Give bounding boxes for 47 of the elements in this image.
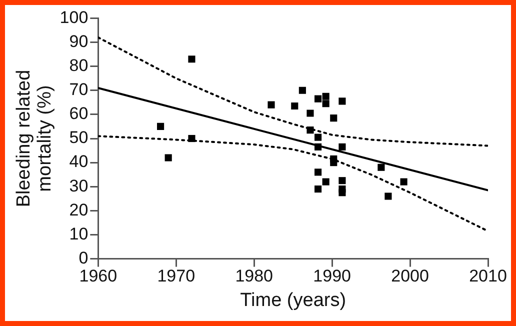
x-tick-label: 1980 xyxy=(235,266,274,286)
y-tick-label: 40 xyxy=(69,152,88,172)
point xyxy=(314,95,322,102)
y-axis-title: Bleeding related mortality (%) xyxy=(14,70,56,208)
y-tick-label: 60 xyxy=(69,104,88,124)
point xyxy=(157,122,164,130)
y-tick-label: 30 xyxy=(69,176,88,196)
point xyxy=(322,92,330,100)
point xyxy=(338,98,346,105)
x-tick-label: 1990 xyxy=(313,266,351,286)
point xyxy=(314,143,322,150)
point xyxy=(322,100,330,108)
point xyxy=(314,134,322,141)
y-tick-label: 0 xyxy=(78,248,88,268)
y-tick-label: 90 xyxy=(69,32,88,51)
point xyxy=(322,178,330,186)
line-series xyxy=(98,36,488,147)
point xyxy=(164,154,172,162)
line-series xyxy=(98,135,488,232)
point xyxy=(338,177,346,184)
point xyxy=(400,178,408,186)
y-tick-label: 10 xyxy=(69,224,88,244)
point xyxy=(188,56,196,63)
point xyxy=(306,126,314,134)
point xyxy=(338,143,346,150)
point xyxy=(314,185,322,193)
x-tick-label: 1960 xyxy=(79,266,118,286)
point xyxy=(338,189,346,196)
point xyxy=(330,159,338,166)
point xyxy=(298,86,306,94)
point xyxy=(378,164,385,171)
point xyxy=(384,192,392,200)
point xyxy=(291,102,298,110)
point xyxy=(314,168,322,176)
y-tick-label: 20 xyxy=(69,200,88,220)
point xyxy=(188,134,196,142)
point xyxy=(330,114,338,122)
y-tick-label: 70 xyxy=(69,80,88,100)
y-tick-label: 50 xyxy=(69,128,88,148)
x-tick-label: 2000 xyxy=(391,266,429,286)
x-axis-title: Time (years) xyxy=(240,290,346,311)
x-tick-label: 1970 xyxy=(157,266,196,286)
point xyxy=(268,101,275,108)
y-tick-label: 100 xyxy=(60,8,88,27)
x-tick-label: 2010 xyxy=(469,266,507,286)
y-tick-label: 80 xyxy=(69,56,88,76)
point xyxy=(306,110,314,117)
